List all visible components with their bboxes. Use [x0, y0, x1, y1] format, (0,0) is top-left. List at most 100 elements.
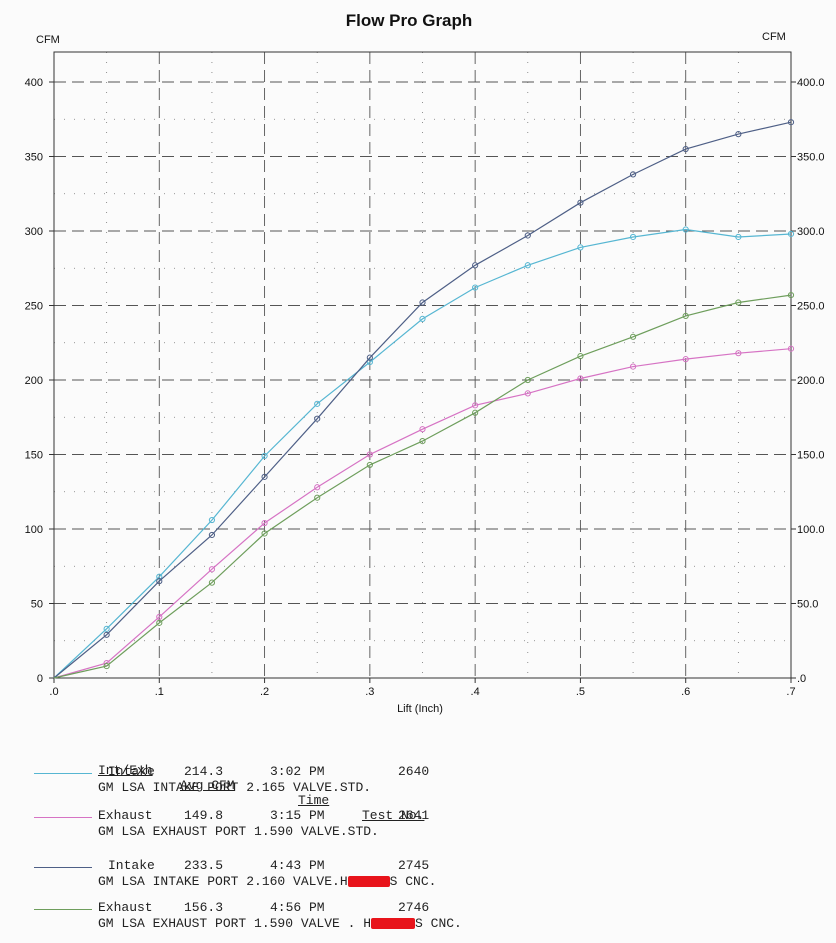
legend-header-avg-cfm: Avg CFM	[180, 778, 235, 793]
legend-int-exh: Exhaust	[98, 900, 153, 915]
series-point	[208, 566, 216, 573]
legend-entry: Exhaust 149.8 3:15 PM 2641 GM LSA EXHAUS…	[0, 808, 836, 844]
legend-entry: Exhaust 156.3 4:56 PM 2746 GM LSA EXHAUS…	[0, 900, 836, 936]
series-point	[472, 284, 479, 291]
series-point	[156, 578, 163, 585]
legend-description-text: GM LSA EXHAUST PORT 1.590 VALVE.STD.	[98, 824, 379, 839]
series-point	[682, 356, 689, 363]
legend-int-exh: Intake	[108, 858, 155, 873]
y-tick-label-right: 50.0	[797, 599, 818, 611]
y-tick-label-right: .0	[797, 673, 806, 685]
x-tick-label: .7	[786, 686, 795, 698]
series-point	[735, 299, 742, 306]
legend-time: 3:02 PM	[270, 764, 325, 779]
legend-header-time: Time	[298, 793, 330, 808]
series-point	[524, 390, 531, 397]
series-point	[629, 171, 637, 178]
series-point	[629, 363, 637, 370]
series-line-4	[53, 294, 792, 679]
series-point	[577, 375, 584, 382]
legend-swatch	[34, 817, 92, 818]
series-point	[524, 262, 531, 269]
series-point	[419, 315, 426, 323]
series-point	[472, 262, 479, 269]
y-tick-label-left: 300	[25, 226, 43, 238]
series-point	[208, 579, 216, 586]
y-tick-label-right: 400.0	[797, 77, 825, 89]
series-line-1	[53, 228, 792, 679]
legend-avg-cfm: 214.3	[184, 764, 224, 779]
series-point	[103, 625, 110, 632]
legend-avg-cfm: 156.3	[184, 900, 224, 915]
series-point	[787, 291, 795, 299]
series-point	[156, 573, 163, 580]
redaction-mark	[371, 918, 416, 930]
series-point	[103, 662, 110, 670]
series-point	[524, 232, 531, 239]
legend-time: 4:56 PM	[270, 900, 325, 915]
series-point	[314, 484, 321, 491]
y-tick-label-left: 150	[25, 450, 43, 462]
series-line-2	[53, 348, 792, 679]
legend-test-no: 2641	[398, 808, 430, 823]
x-tick-label: .0	[49, 686, 58, 698]
plot-frame	[53, 51, 792, 679]
legend-time: 4:43 PM	[270, 858, 325, 873]
legend-int-exh: Exhaust	[98, 808, 153, 823]
legend-description-text: GM LSA INTAKE PORT 2.165 VALVE.STD.	[98, 780, 372, 795]
series-point	[472, 402, 479, 409]
series-point	[735, 131, 742, 138]
legend-test-no: 2745	[398, 858, 430, 873]
legend-description-text: GM LSA INTAKE PORT 2.160 VALVE.H	[98, 874, 348, 889]
legend-description: GM LSA EXHAUST PORT 1.590 VALVE . H S CNC…	[98, 916, 462, 931]
series-point	[787, 119, 795, 126]
series-point	[682, 312, 689, 320]
legend-avg-cfm: 149.8	[184, 808, 224, 823]
y-tick-label-left: 350	[25, 152, 43, 164]
y-tick-label-right: 250.0	[797, 301, 825, 313]
legend-header: Int/Exh Avg CFM Time Test No.	[98, 748, 424, 838]
series-point	[156, 613, 163, 621]
series-point	[208, 531, 216, 539]
series-point	[261, 473, 268, 480]
legend-header-int-exh: Int/Exh	[98, 763, 153, 778]
legend-swatch	[34, 867, 92, 868]
x-tick-label: .6	[681, 686, 690, 698]
series-point	[314, 494, 321, 501]
y-tick-label-right: 350.0	[797, 152, 825, 164]
legend-swatch	[34, 909, 92, 910]
series-point	[419, 437, 426, 445]
series-point	[629, 233, 637, 241]
flow-chart: Flow Pro Graph CFM CFM Lift (Inch) .0 .1.…	[25, 11, 825, 715]
x-axis-label: Lift (Inch)	[397, 703, 443, 715]
y-tick-label-left: 250	[25, 301, 43, 313]
series-point	[366, 359, 373, 366]
series-point	[366, 354, 373, 361]
series-point	[261, 530, 268, 537]
legend-header-test-no: Test No.	[362, 808, 425, 823]
x-tick-label: .5	[576, 686, 585, 698]
series-point	[419, 299, 426, 306]
series-point	[208, 516, 216, 524]
series-point	[314, 415, 321, 422]
series-point	[524, 376, 531, 384]
legend-entry: Intake 233.5 4:43 PM 2745 GM LSA INTAKE …	[0, 858, 836, 894]
grid	[54, 52, 791, 678]
legend-description-text: S CNC.	[389, 874, 437, 889]
y-tick-label-right: 300.0	[797, 226, 825, 238]
legend-description-text: GM LSA EXHAUST PORT 1.590 VALVE . H	[98, 916, 372, 931]
y-tick-label-right: 200.0	[797, 375, 825, 387]
series-point	[156, 619, 163, 626]
y-tick-label-left: 50	[31, 599, 43, 611]
y-axis-label-right: CFM	[762, 31, 786, 43]
legend-time: 3:15 PM	[270, 808, 325, 823]
legend-entry: Intake 214.3 3:02 PM 2640 GM LSA INTAKE …	[0, 764, 836, 800]
series-point	[314, 400, 321, 407]
series-point	[419, 426, 426, 433]
series-point	[261, 519, 268, 527]
axis-ticks: .0 .1 .2 .3 .4 .5 .6 .7 0 50 100 150 200 250 300 350 400…	[25, 77, 825, 698]
legend-description: GM LSA INTAKE PORT 2.165 VALVE.STD.	[98, 780, 371, 795]
legend-description: GM LSA EXHAUST PORT 1.590 VALVE.STD.	[98, 824, 379, 839]
x-tick-label: .3	[365, 686, 374, 698]
legend-description: GM LSA INTAKE PORT 2.160 VALVE.H S CNC.	[98, 874, 436, 889]
